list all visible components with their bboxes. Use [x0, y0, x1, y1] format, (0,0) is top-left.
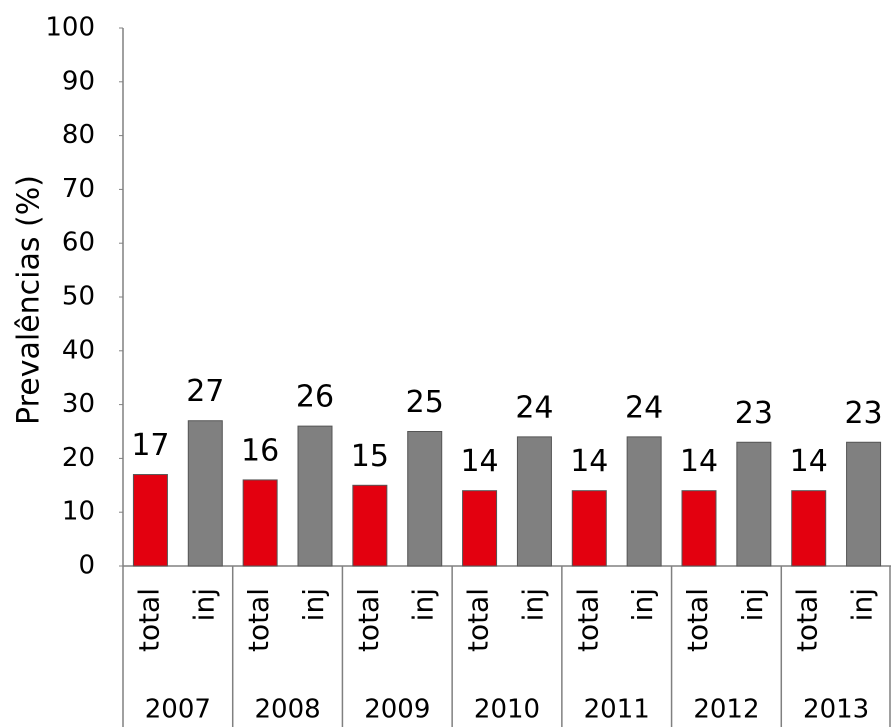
bar [791, 490, 827, 567]
x-subcategory-label: inj [626, 588, 659, 621]
x-subcategory-label: inj [736, 588, 769, 621]
bar [352, 484, 388, 567]
value-label: 24 [625, 390, 663, 425]
y-tick-label: 10 [62, 497, 95, 527]
bar [242, 479, 278, 567]
x-subcategory-label: total [681, 588, 714, 652]
value-label: 26 [296, 380, 334, 415]
x-group-label: 2012 [693, 695, 759, 725]
value-label: 14 [460, 444, 498, 479]
x-subcategory-label: total [132, 588, 165, 652]
x-subcategory-label: inj [407, 588, 440, 621]
x-subcategory-label: total [462, 588, 495, 652]
x-subcategory-label: inj [516, 588, 549, 621]
y-tick-label: 0 [78, 551, 95, 581]
x-group-label: 2008 [254, 695, 320, 725]
bar [187, 420, 223, 567]
x-group-label: 2009 [364, 695, 430, 725]
value-label: 27 [186, 374, 224, 409]
x-group-label: 2010 [474, 695, 540, 725]
y-tick-label: 30 [62, 389, 95, 419]
y-tick-label: 50 [62, 282, 95, 312]
x-subcategory-label: total [571, 588, 604, 652]
y-tick-label: 60 [62, 228, 95, 258]
bar [297, 425, 333, 567]
x-subcategory-label: inj [187, 588, 220, 621]
x-group-label: 2013 [803, 695, 869, 725]
bar [846, 441, 882, 567]
x-subcategory-label: inj [846, 588, 879, 621]
bar [132, 474, 168, 567]
value-label: 24 [515, 390, 553, 425]
value-label: 14 [570, 444, 608, 479]
x-group-label: 2011 [584, 695, 650, 725]
bar [626, 436, 662, 567]
value-label: 15 [351, 439, 389, 474]
x-subcategory-label: total [242, 588, 275, 652]
y-tick-label: 20 [62, 443, 95, 473]
x-group-label: 2007 [145, 695, 211, 725]
value-label: 23 [844, 396, 882, 431]
bar [462, 490, 498, 567]
value-label: 17 [131, 428, 169, 463]
x-subcategory-label: inj [297, 588, 330, 621]
bar [516, 436, 552, 567]
value-label: 14 [680, 444, 718, 479]
value-label: 25 [406, 385, 444, 420]
bar [736, 441, 772, 567]
y-tick-label: 80 [62, 120, 95, 150]
value-label: 23 [735, 396, 773, 431]
y-axis-label: Prevalências (%) [12, 175, 47, 425]
bar [681, 490, 717, 567]
bar [407, 431, 443, 567]
y-tick-label: 40 [62, 335, 95, 365]
x-subcategory-label: total [791, 588, 824, 652]
y-tick-label: 100 [45, 13, 95, 43]
value-label: 16 [241, 433, 279, 468]
y-tick-label: 90 [62, 66, 95, 96]
x-subcategory-label: total [352, 588, 385, 652]
y-tick-label: 70 [62, 174, 95, 204]
bar [571, 490, 607, 567]
value-label: 14 [790, 444, 828, 479]
